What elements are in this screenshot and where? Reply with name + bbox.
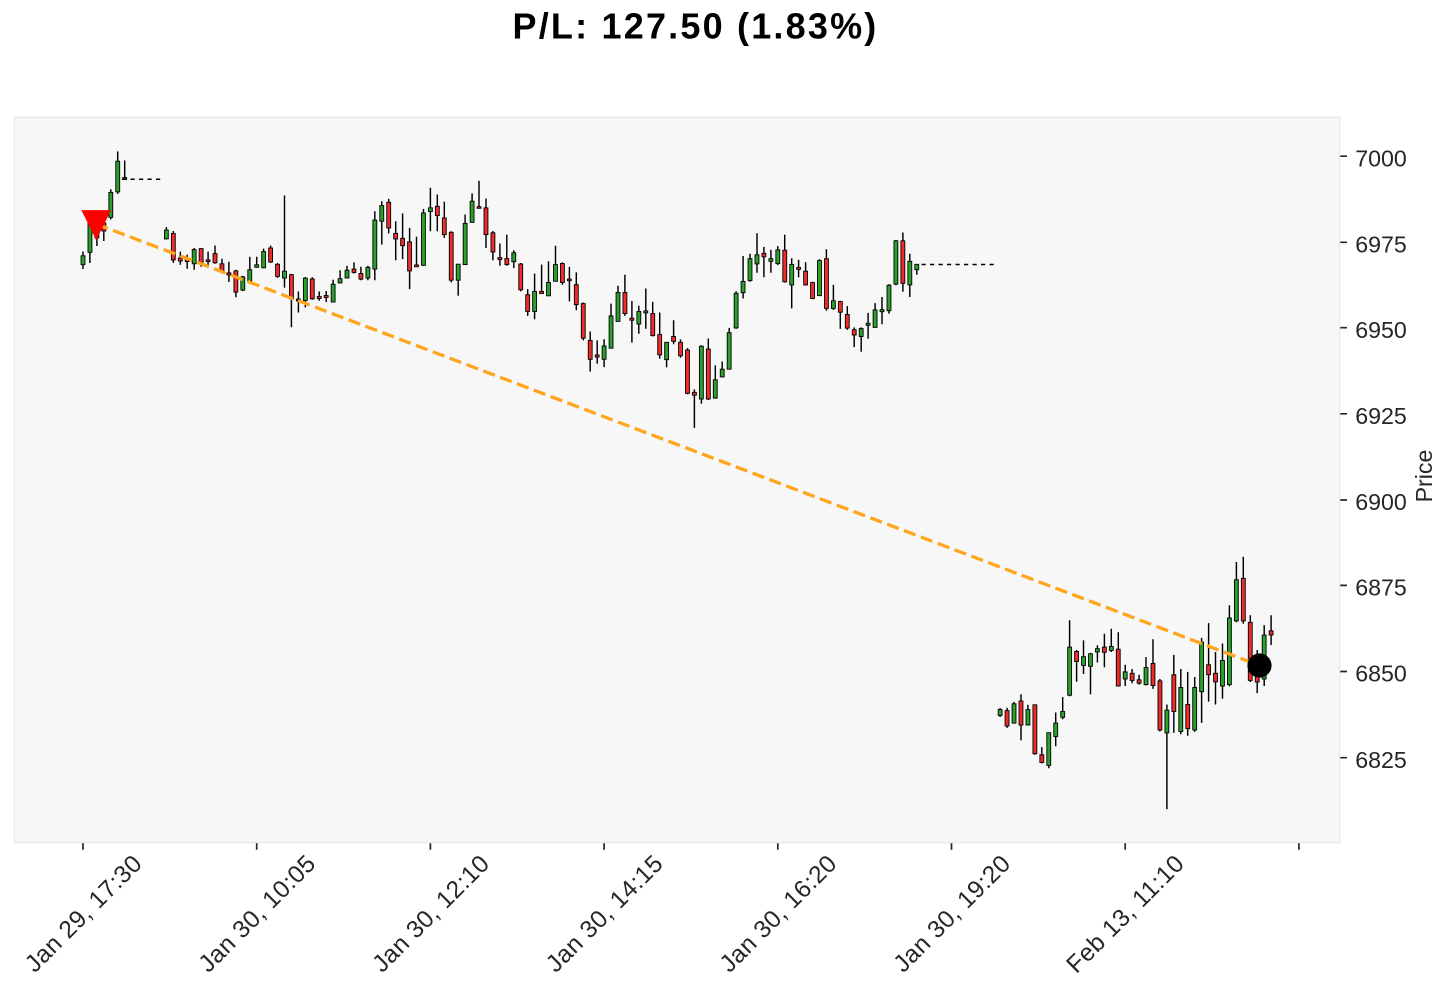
svg-text:6975: 6975 xyxy=(1355,232,1407,258)
svg-text:6825: 6825 xyxy=(1355,747,1407,773)
svg-text:6850: 6850 xyxy=(1355,661,1407,687)
svg-text:6875: 6875 xyxy=(1355,575,1407,601)
svg-text:6950: 6950 xyxy=(1355,317,1407,343)
svg-text:Price: Price xyxy=(1411,450,1437,503)
svg-text:6925: 6925 xyxy=(1355,403,1407,429)
svg-text:P/L: 127.50 (1.83%): P/L: 127.50 (1.83%) xyxy=(513,6,879,47)
svg-text:7000: 7000 xyxy=(1355,145,1407,171)
svg-text:6900: 6900 xyxy=(1355,489,1407,515)
